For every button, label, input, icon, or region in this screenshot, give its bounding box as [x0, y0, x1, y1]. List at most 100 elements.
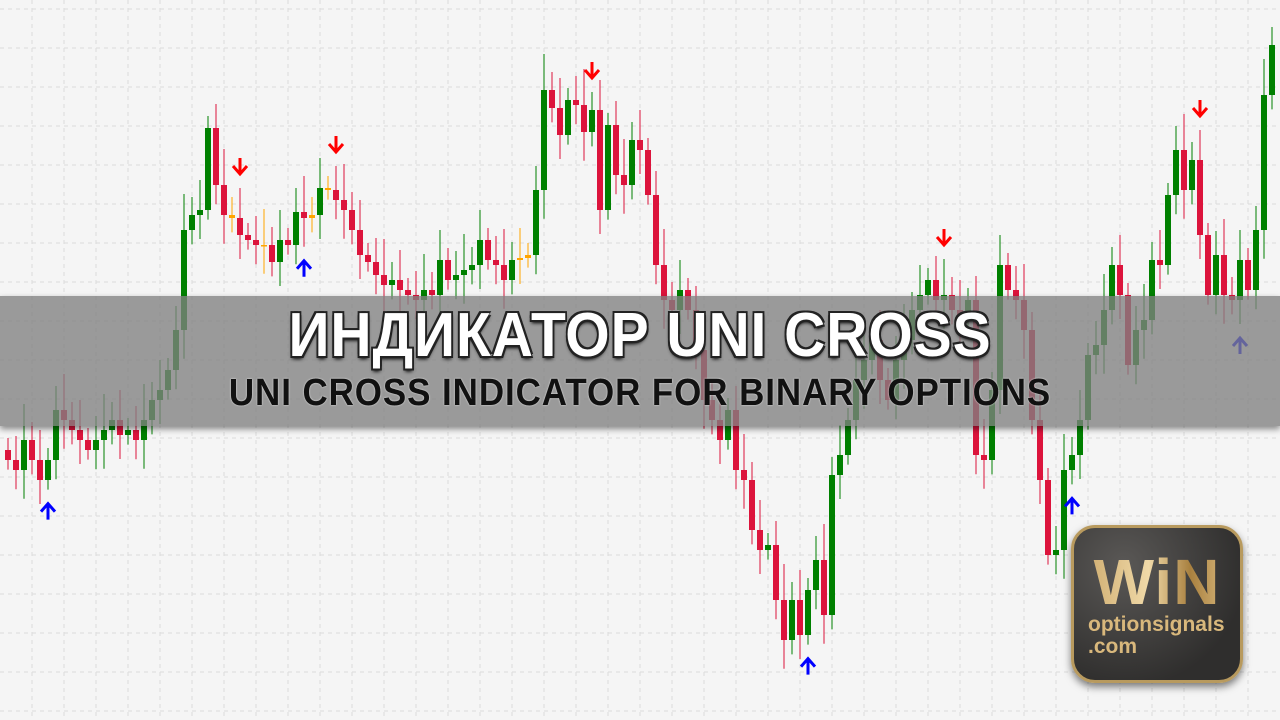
candle-body — [37, 460, 43, 480]
candle-body — [461, 270, 467, 275]
banner-subtitle: UNI CROSS INDICATOR FOR BINARY OPTIONS — [228, 372, 1052, 414]
win-optionsignals-logo: WiN optionsignals .com — [1071, 525, 1243, 683]
candle-body — [797, 600, 803, 635]
candle-body — [1269, 45, 1275, 95]
candle-body — [333, 190, 339, 200]
candle-body — [253, 240, 259, 245]
candle-body — [1165, 195, 1171, 265]
candle-body — [1061, 470, 1067, 550]
candle-body — [925, 280, 931, 295]
candle-body — [837, 455, 843, 475]
candle-body — [301, 212, 307, 218]
candle-body — [933, 280, 939, 300]
logo-domain-line2: .com — [1088, 635, 1138, 658]
candle-body — [1117, 265, 1123, 295]
candle-body — [373, 262, 379, 275]
candle-body — [53, 410, 59, 460]
candle-body — [349, 210, 355, 230]
candle-body — [397, 280, 403, 290]
candle-body — [325, 188, 331, 190]
candle-body — [821, 560, 827, 615]
candle-body — [1053, 550, 1059, 555]
candle-body — [845, 420, 851, 455]
candle-body — [613, 125, 619, 175]
candle-body — [789, 600, 795, 640]
candle-body — [357, 230, 363, 255]
candle-body — [45, 460, 51, 480]
candle-body — [525, 255, 531, 258]
candle-body — [229, 215, 235, 218]
candle-body — [517, 258, 523, 260]
candle-body — [653, 195, 659, 265]
candle-body — [1045, 480, 1051, 555]
candle-body — [93, 440, 99, 450]
candle-body — [1173, 150, 1179, 195]
candle-body — [605, 125, 611, 210]
candle-body — [645, 150, 651, 195]
candle-body — [181, 230, 187, 330]
candle-body — [141, 420, 147, 440]
candle-body — [773, 545, 779, 600]
candle-body — [117, 420, 123, 435]
candle-body — [437, 260, 443, 295]
candle-body — [213, 128, 219, 185]
down-arrow-icon — [583, 62, 601, 81]
candle-body — [981, 455, 987, 460]
candle-body — [293, 212, 299, 245]
candle-body — [589, 110, 595, 132]
candle-body — [1069, 455, 1075, 470]
candle-body — [285, 240, 291, 245]
candle-body — [309, 215, 315, 218]
up-arrow-icon — [39, 501, 57, 520]
candle-body — [5, 450, 11, 460]
candle-body — [1149, 260, 1155, 320]
down-arrow-icon — [935, 229, 953, 248]
candle-body — [237, 218, 243, 235]
candle-body — [1077, 420, 1083, 455]
down-arrow-icon — [1191, 100, 1209, 119]
candle-body — [501, 265, 507, 280]
candle-body — [13, 460, 19, 470]
candle-body — [805, 590, 811, 635]
candle-body — [405, 290, 411, 295]
candle-body — [813, 560, 819, 590]
down-arrow-icon — [231, 158, 249, 177]
candle-body — [221, 185, 227, 215]
candle-body — [245, 235, 251, 240]
candle-body — [573, 100, 579, 105]
candle-body — [1261, 95, 1267, 230]
candle-body — [621, 175, 627, 185]
candle-body — [381, 275, 387, 285]
candle-body — [1189, 160, 1195, 190]
candle-body — [1237, 260, 1243, 300]
candle-body — [549, 90, 555, 108]
candle-body — [637, 140, 643, 150]
candle-body — [781, 600, 787, 640]
candle-body — [733, 410, 739, 470]
candle-body — [205, 128, 211, 210]
candle-body — [477, 240, 483, 265]
candle-body — [533, 190, 539, 255]
candle-body — [565, 100, 571, 135]
candle-body — [197, 210, 203, 215]
candle-body — [541, 90, 547, 190]
title-banner: ИНДИКАТОР UNI CROSS UNI CROSS INDICATOR … — [0, 296, 1280, 426]
candle-body — [757, 530, 763, 550]
banner-title: ИНДИКАТОР UNI CROSS — [288, 301, 992, 370]
candle-body — [1205, 235, 1211, 295]
candle-body — [1253, 230, 1259, 290]
candle-body — [1197, 160, 1203, 235]
candle-body — [1245, 260, 1251, 290]
candle-body — [125, 430, 131, 435]
up-arrow-icon — [295, 258, 313, 277]
candle-body — [493, 260, 499, 265]
candle-body — [765, 545, 771, 550]
candle-body — [29, 440, 35, 460]
candle-body — [485, 240, 491, 260]
candle-body — [741, 470, 747, 480]
candle-body — [1221, 255, 1227, 295]
candle-body — [749, 480, 755, 530]
candle-body — [389, 280, 395, 285]
candle-body — [1157, 260, 1163, 265]
down-arrow-icon — [327, 136, 345, 155]
